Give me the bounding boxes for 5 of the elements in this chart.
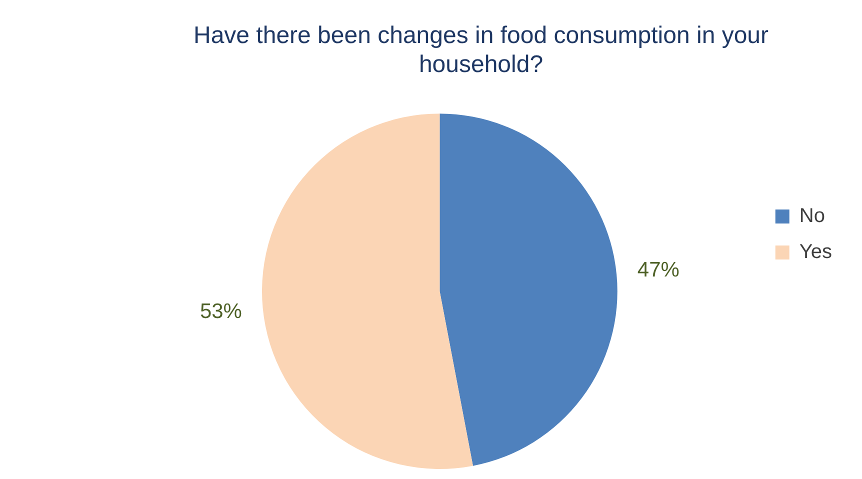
chart-title: Have there been changes in food consumption in your household?: [193, 22, 769, 78]
data-label: 47%: [637, 258, 680, 282]
legend-label: Yes: [799, 241, 832, 264]
data-label: 53%: [200, 300, 242, 323]
legend-label: No: [799, 205, 825, 228]
